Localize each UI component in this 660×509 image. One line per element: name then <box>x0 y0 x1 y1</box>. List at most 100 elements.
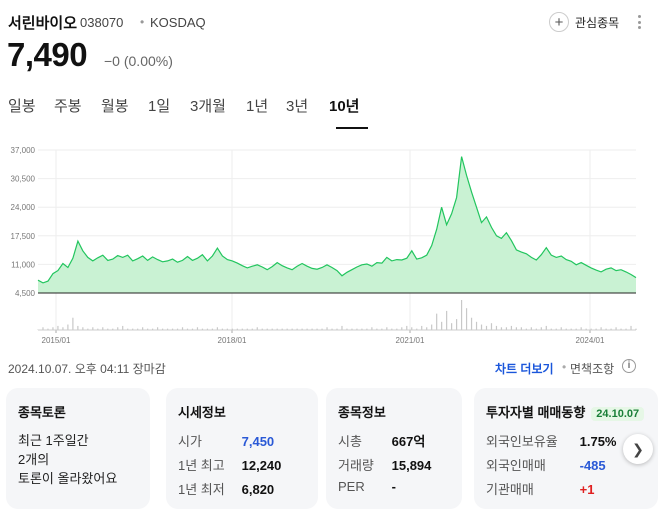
row-label: 거래량 <box>338 458 374 473</box>
volume-bar <box>460 300 463 330</box>
volume-bar <box>196 327 199 330</box>
market-name: KOSDAQ <box>150 15 206 30</box>
investor-trend-title: 투자자별 매매동향 24.10.07 <box>486 402 646 421</box>
more-options-icon[interactable] <box>634 12 644 32</box>
community-card[interactable]: 종목토론 최근 1주일간 2개의 토론이 올라왔어요 <box>6 388 150 509</box>
tab-weekly[interactable]: 주봉 <box>54 98 82 115</box>
tab-1d[interactable]: 1일 <box>148 98 171 115</box>
chart-svg: 37,000 30,500 24,000 17,500 11,000 4,500 2015/… <box>11 146 637 345</box>
volume-bar <box>346 328 348 330</box>
volume-bar <box>47 328 49 330</box>
watchlist-label: 관심종목 <box>575 15 620 30</box>
volume-bar <box>67 324 69 330</box>
volume-bar <box>555 328 557 330</box>
foreign-trading: -485 <box>579 458 606 473</box>
price-area-fill <box>38 156 636 293</box>
tab-10y[interactable]: 10년 <box>329 98 360 115</box>
volume-bar <box>92 327 94 330</box>
volume-bar <box>117 327 119 330</box>
info-row: 기관매매 +1 <box>486 479 594 498</box>
active-tab-indicator <box>336 127 368 129</box>
volume-bar <box>565 328 567 330</box>
stock-info-card[interactable]: 종목정보 시총 667억 거래량 15,894 PER - <box>326 388 462 509</box>
volume-bar <box>77 325 79 330</box>
info-row: 1년 최고 12,240 <box>178 455 281 474</box>
tab-3m[interactable]: 3개월 <box>190 98 226 115</box>
row-label: 외국인보유율 <box>486 434 558 449</box>
market-date-status: 2024.10.07. 오후 04:11 장마감 <box>8 362 166 376</box>
volume-bar <box>635 328 637 330</box>
volume-bar <box>87 328 89 330</box>
volume-bar <box>446 310 448 330</box>
investor-title-text: 투자자별 매매동향 <box>486 405 586 420</box>
volume-bar <box>371 327 373 330</box>
volume-bar <box>480 324 483 330</box>
volume-bar <box>341 325 343 330</box>
stock-info-title: 종목정보 <box>338 405 386 420</box>
volume-bar <box>416 328 418 330</box>
volume-bar <box>226 328 228 330</box>
volume-bar <box>132 328 134 330</box>
volume-bar <box>57 325 59 330</box>
volume-bar <box>42 327 44 330</box>
volume-bar <box>241 328 243 330</box>
row-label: 1년 최고 <box>178 458 225 473</box>
volume-bar <box>311 328 313 330</box>
community-line: 토론이 올라왔어요 <box>18 471 118 486</box>
price-line <box>37 156 637 284</box>
volume-bar <box>246 328 248 330</box>
volume-bar <box>451 323 453 330</box>
more-chart-link[interactable]: 차트 더보기 <box>495 362 554 376</box>
link-separator: • <box>562 360 567 374</box>
info-row: 시총 667억 <box>338 431 425 450</box>
volume-bar <box>515 327 517 330</box>
volume-bar <box>256 327 258 330</box>
volume-bar <box>231 328 233 330</box>
date-badge: 24.10.07 <box>591 407 645 421</box>
x-tick-label: 2021/01 <box>396 336 425 345</box>
next-card-button[interactable]: ❯ <box>623 434 653 464</box>
tab-3y[interactable]: 3년 <box>286 98 309 115</box>
info-row: 외국인보유율 1.75% <box>486 431 617 450</box>
volume-bar <box>157 327 159 330</box>
volume-bar <box>590 328 592 330</box>
tab-daily[interactable]: 일봉 <box>8 98 36 115</box>
volume-bar <box>211 328 214 330</box>
volume-bar <box>97 328 99 330</box>
y-tick-label: 17,500 <box>11 232 36 241</box>
volume-bar <box>535 328 537 330</box>
tab-1y[interactable]: 1년 <box>246 98 269 115</box>
y-tick-label: 37,000 <box>11 146 36 155</box>
price-chart[interactable]: 37,000 30,500 24,000 17,500 11,000 4,500 2015/… <box>0 140 660 350</box>
volume-bar <box>356 328 358 330</box>
watchlist-button[interactable]: + 관심종목 <box>549 10 619 34</box>
volume-bar <box>321 328 323 330</box>
tab-monthly[interactable]: 월봉 <box>101 98 129 115</box>
volume-bar <box>152 328 154 330</box>
volume-bar <box>186 328 189 330</box>
chevron-right-icon: ❯ <box>632 440 644 457</box>
volume-bar <box>171 328 174 330</box>
volume-bar <box>296 328 298 330</box>
volume-bar <box>266 328 268 330</box>
open-price: 7,450 <box>241 434 275 449</box>
volume-bar <box>520 327 522 330</box>
volume-bar <box>216 327 218 330</box>
stock-code: 038070 <box>80 15 124 30</box>
info-icon[interactable]: i <box>622 359 636 373</box>
volume: 15,894 <box>391 458 432 473</box>
volume-bar <box>525 328 527 330</box>
year-high: 12,240 <box>241 458 282 473</box>
per-value: - <box>391 479 396 494</box>
market-info-card[interactable]: 시세정보 시가 7,450 1년 최고 12,240 1년 최저 6,820 <box>166 388 318 509</box>
volume-bar <box>386 327 388 330</box>
volume-bar <box>261 328 263 330</box>
disclaimer-link[interactable]: 면책조항 <box>570 362 615 376</box>
community-line: 2개의 <box>18 452 50 467</box>
volume-bar <box>570 328 572 330</box>
volume-bar <box>201 328 204 330</box>
volume-bar <box>436 313 438 330</box>
volume-bar <box>580 327 582 330</box>
volume-bar <box>176 328 179 330</box>
volume-bar <box>500 327 503 330</box>
